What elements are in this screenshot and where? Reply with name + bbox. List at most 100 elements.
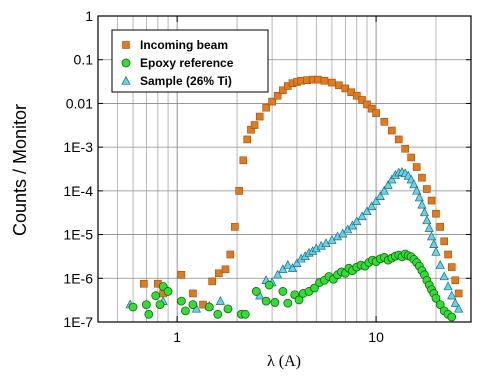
data-point [357, 211, 367, 221]
data-point [250, 121, 259, 129]
axis-ticks: 1 0.1 0.01 1E-3 1E-4 1E-5 1E-6 1E-7 1 10 [63, 8, 471, 345]
data-point [432, 209, 440, 218]
data-point [375, 191, 385, 200]
legend-label: Incoming beam [140, 38, 228, 52]
x-tick-label: 10 [368, 329, 384, 345]
data-point [128, 302, 138, 312]
data-point [221, 265, 230, 274]
data-point [412, 185, 422, 195]
data-point [283, 260, 293, 269]
data-point [273, 269, 283, 279]
data-point [358, 96, 366, 104]
data-point [177, 271, 186, 279]
data-point [362, 206, 372, 216]
data-point [268, 97, 276, 106]
legend: Incoming beam Epoxy reference Sample (26% … [111, 29, 269, 93]
data-point [423, 185, 431, 193]
data-point [447, 290, 457, 300]
y-tick-label: 1E-3 [63, 139, 93, 155]
y-tick-label: 0.1 [74, 52, 94, 68]
data-point [431, 246, 441, 256]
legend-marker-circle [121, 58, 131, 68]
data-point [426, 231, 437, 241]
data-point [347, 220, 357, 230]
data-point [429, 239, 439, 248]
data-point [141, 300, 151, 310]
data-point [379, 185, 389, 195]
data-point [287, 263, 298, 272]
y-tick-label: 1E-5 [63, 227, 93, 243]
data-point [243, 135, 252, 144]
data-point [387, 174, 397, 184]
x-tick-label: 1 [173, 329, 181, 345]
data-point [414, 192, 424, 202]
series-triangle [125, 166, 464, 313]
data-point [352, 216, 362, 226]
y-axis-label: Counts / Monitor [10, 104, 30, 236]
data-point [163, 287, 173, 296]
x-axis-label: λ (A) [267, 353, 301, 370]
data-point [292, 258, 302, 267]
data-point [363, 100, 371, 109]
data-point [278, 264, 288, 274]
data-point [239, 156, 248, 165]
data-point [440, 237, 449, 246]
data-point [235, 187, 243, 195]
data-point [310, 283, 319, 293]
data-point [424, 223, 434, 232]
data-point [264, 280, 274, 290]
data-point [314, 75, 322, 84]
data-point [422, 215, 432, 225]
data-point [231, 223, 239, 231]
data-point [270, 298, 280, 307]
data-point [447, 263, 456, 271]
legend-label: Epoxy reference [140, 56, 234, 70]
data-point [223, 304, 233, 314]
data-point [444, 250, 452, 259]
y-tick-label: 1 [85, 8, 93, 24]
data-point [454, 303, 464, 313]
data-point [144, 309, 154, 319]
data-point [215, 269, 223, 278]
data-point [255, 112, 264, 121]
data-point [435, 300, 445, 310]
data-point [372, 109, 380, 117]
data-point [418, 173, 426, 182]
data-point [320, 76, 329, 85]
data-point [371, 196, 381, 205]
data-point [283, 298, 293, 308]
data-point [417, 199, 427, 209]
legend-marker-square [122, 41, 130, 49]
data-point [367, 201, 377, 211]
data-point [180, 306, 190, 316]
data-point [240, 309, 250, 319]
data-point [215, 296, 226, 305]
plot-frame [97, 15, 472, 323]
data-point [439, 271, 449, 281]
data-point [335, 81, 343, 90]
data-point [204, 302, 214, 312]
data-point [447, 312, 457, 322]
data-point [353, 91, 361, 100]
data-point [394, 135, 403, 144]
data-point [208, 277, 216, 286]
data-point [435, 260, 445, 269]
y-tick-label: 1E-4 [63, 183, 93, 199]
data-point [294, 295, 304, 305]
data-point [436, 223, 444, 231]
series-circle [128, 249, 457, 322]
data-point [188, 300, 198, 310]
data-point [427, 196, 436, 205]
series-square [140, 75, 463, 309]
data-point [407, 153, 415, 162]
data-point [383, 180, 393, 189]
legend-label: Sample (26% Ti) [140, 74, 232, 88]
data-point [151, 291, 161, 301]
data-point [443, 281, 453, 291]
data-point [409, 179, 419, 189]
data-point [213, 309, 223, 319]
data-point [450, 298, 460, 307]
data-point [431, 293, 441, 303]
data-point [367, 104, 376, 113]
